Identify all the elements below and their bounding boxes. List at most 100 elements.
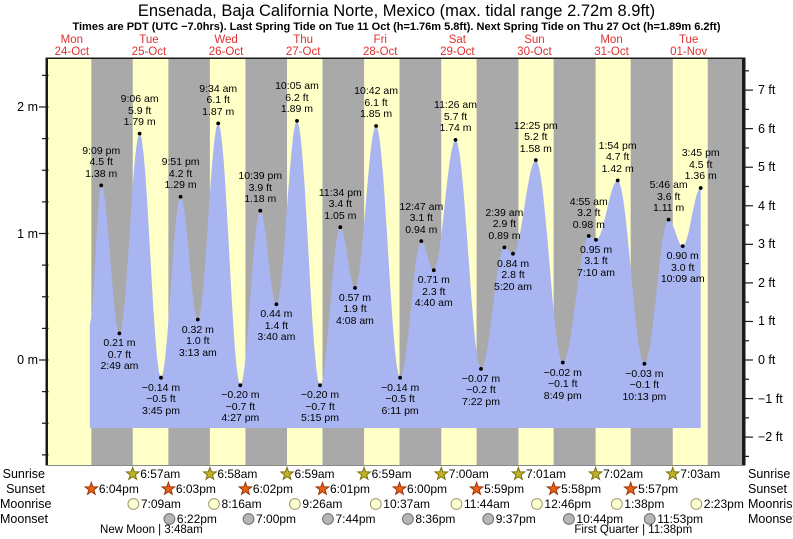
y-axis-left-minor-tick bbox=[42, 422, 49, 424]
sunset-icon bbox=[314, 480, 331, 496]
day-label: Mon 31-Oct bbox=[594, 34, 629, 58]
moonrise-time: 12:46pm bbox=[544, 497, 592, 511]
day-label: Sat 29-Oct bbox=[440, 34, 475, 58]
sunrise-icon bbox=[510, 465, 527, 481]
y-axis-right-minor-tick bbox=[745, 455, 749, 457]
moonrise-time: 10:37am bbox=[383, 497, 430, 511]
tide-annotation-low: 0.90 m 3.0 ft 10:09 am bbox=[660, 250, 705, 286]
tide-point bbox=[178, 194, 183, 199]
y-axis-right-label: −2 ft bbox=[758, 430, 783, 445]
moonrise-row-label-right: Moonrise bbox=[748, 497, 793, 511]
tide-point bbox=[295, 119, 299, 123]
y-axis-right-minor-tick bbox=[745, 185, 749, 188]
tide-annotation-low: 0.71 m 2.3 ft 4:40 am bbox=[414, 274, 453, 310]
sunset-time: 6:04pm bbox=[98, 482, 139, 496]
tide-annotation-high: 9:51 pm 4.2 ft 1.29 m bbox=[161, 156, 200, 192]
sunset-time: 6:03pm bbox=[175, 482, 216, 496]
tide-annotation-low: −0.20 m −0.7 ft 4:27 pm bbox=[221, 389, 260, 425]
sunrise-icon bbox=[124, 465, 141, 481]
y-axis-left-minor-tick bbox=[42, 74, 49, 76]
sunrise-time: 6:59am bbox=[294, 467, 335, 481]
y-axis-right-minor-tick bbox=[745, 417, 749, 419]
y-axis-left-minor-tick bbox=[42, 138, 49, 140]
tide-annotation-low: −0.14 m −0.5 ft 3:45 pm bbox=[141, 381, 181, 417]
y-axis-right-major-tick bbox=[745, 436, 753, 438]
tide-annotation-low: −0.14 m −0.5 ft 6:11 pm bbox=[380, 381, 420, 417]
y-axis-left-minor-tick bbox=[42, 391, 49, 393]
tide-point bbox=[258, 208, 263, 213]
plot-top-border bbox=[45, 57, 746, 59]
y-axis-right-minor-tick bbox=[745, 224, 749, 226]
sunrise-icon bbox=[665, 465, 681, 481]
sunset-time: 6:00pm bbox=[407, 482, 448, 496]
sunset-icon bbox=[622, 480, 639, 496]
moonset-icon bbox=[563, 513, 575, 525]
moonrise-time: 2:23pm bbox=[703, 497, 744, 511]
sunrise-row-label-right: Sunrise bbox=[748, 467, 791, 481]
tide-point bbox=[137, 131, 142, 136]
sunrise-icon bbox=[279, 465, 295, 481]
sunset-icon bbox=[237, 480, 254, 496]
y-axis-right-label: 5 ft bbox=[758, 160, 776, 175]
moonset-time: 7:44pm bbox=[335, 512, 376, 526]
tide-point bbox=[398, 375, 402, 380]
sunset-icon bbox=[83, 480, 100, 496]
sunrise-time: 7:02am bbox=[603, 467, 644, 481]
tide-curve bbox=[89, 120, 701, 429]
tide-point bbox=[680, 244, 685, 249]
y-axis-right-minor-tick bbox=[745, 340, 749, 342]
sunset-time: 6:01pm bbox=[329, 482, 370, 496]
tide-annotation-high: 11:34 pm 3.4 ft 1.05 m bbox=[318, 186, 362, 222]
y-axis-right-label: 7 ft bbox=[758, 83, 776, 98]
tide-point bbox=[533, 158, 538, 163]
tide-annotation-low: 0.44 m 1.4 ft 3:40 am bbox=[257, 308, 296, 344]
plot-bottom-border bbox=[45, 465, 746, 466]
y-axis-left-minor-tick bbox=[42, 296, 49, 298]
y-axis-left-minor-tick bbox=[42, 327, 49, 329]
tide-point bbox=[560, 360, 565, 365]
y-axis-right-minor-tick bbox=[745, 147, 749, 149]
tide-point bbox=[642, 361, 647, 366]
moonset-icon bbox=[322, 513, 334, 525]
tide-point bbox=[594, 237, 598, 242]
y-axis-right-major-tick bbox=[745, 320, 753, 323]
sunrise-time: 7:01am bbox=[525, 467, 566, 481]
sunrise-row-label-left: Sunrise bbox=[2, 467, 45, 481]
sunset-time: 6:02pm bbox=[252, 482, 293, 496]
tide-annotation-high: 1:54 pm 4.7 ft 1.42 m bbox=[598, 139, 637, 175]
moonset-time: 11:53pm bbox=[657, 512, 704, 526]
tide-annotation-high: 9:09 pm 4.5 ft 1.38 m bbox=[82, 144, 121, 180]
sunrise-time: 7:00am bbox=[448, 467, 489, 481]
tide-point bbox=[666, 217, 671, 222]
tide-annotation-low: −0.03 m −0.1 ft 10:13 pm bbox=[622, 367, 667, 403]
moonrise-icon bbox=[208, 498, 220, 510]
moonrise-icon bbox=[289, 498, 301, 510]
moonrise-icon bbox=[531, 498, 543, 510]
tide-point bbox=[274, 302, 279, 307]
y-axis-right-major-tick bbox=[745, 243, 753, 245]
tide-point bbox=[698, 186, 703, 190]
moonrise-row-label-left: Moonrise bbox=[0, 497, 52, 511]
tide-point bbox=[511, 251, 515, 256]
day-label: Mon 24-Oct bbox=[54, 34, 90, 58]
moonrise-time: 11:44am bbox=[463, 497, 510, 511]
day-label: Tue 25-Oct bbox=[131, 34, 167, 58]
tide-annotation-high: 10:39 pm 3.9 ft 1.18 m bbox=[238, 170, 283, 206]
moonrise-time: 8:16am bbox=[221, 497, 262, 511]
y-axis-left-minor-tick bbox=[42, 454, 49, 456]
y-axis-left-minor-tick bbox=[42, 169, 49, 171]
tide-annotation-high: 12:47 am 3.1 ft 0.94 m bbox=[399, 200, 444, 236]
y-axis-right-label: 4 ft bbox=[758, 198, 776, 213]
y-axis-right-minor-tick bbox=[745, 378, 749, 380]
daylight-band bbox=[48, 59, 92, 465]
tide-point bbox=[195, 317, 200, 322]
tide-annotation-high: 12:25 pm 5.2 ft 1.58 m bbox=[513, 119, 558, 155]
tide-point bbox=[374, 124, 378, 128]
day-label: Fri 28-Oct bbox=[362, 34, 398, 58]
tide-point bbox=[238, 383, 243, 388]
sunset-time: 5:58pm bbox=[561, 482, 602, 496]
tide-point bbox=[159, 375, 163, 380]
chart-title: Ensenada, Baja California Norte, Mexico … bbox=[137, 2, 656, 20]
